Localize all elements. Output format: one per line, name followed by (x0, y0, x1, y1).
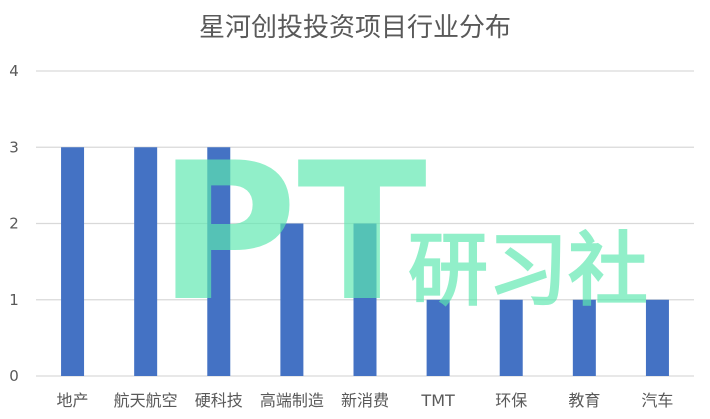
bar-0 (61, 147, 85, 376)
y-tick-label-1: 1 (9, 291, 19, 309)
bars (61, 147, 669, 376)
watermark: PT 研习社 (158, 122, 648, 343)
y-tick-label-4: 4 (9, 62, 19, 80)
bar-4 (353, 223, 377, 376)
bar-5 (426, 299, 450, 376)
chart-title: 星河创投投资项目行业分布 (199, 13, 511, 43)
y-tick-label-3: 3 (9, 138, 19, 156)
x-category-label-3: 高端制造 (260, 391, 324, 410)
bar-7 (572, 299, 596, 376)
watermark-logo-chars: 研习社 (408, 224, 648, 317)
x-category-label-2: 硬科技 (195, 391, 243, 410)
x-category-label-1: 航天航空 (114, 391, 178, 410)
x-category-label-0: 地产 (57, 391, 89, 410)
x-category-label-8: 汽车 (641, 391, 673, 410)
bar-1 (134, 147, 158, 376)
bar-2 (207, 147, 231, 376)
y-tick-label-0: 0 (9, 367, 19, 385)
bar-8 (645, 299, 669, 376)
bar-3 (280, 223, 304, 376)
x-axis-category-labels: 地产 航天航空 硬科技 高端制造 新消费 TMT 环保 教育 汽车 (57, 391, 674, 410)
x-category-label-5: TMT (420, 391, 455, 410)
watermark-logo-letters: PT (158, 122, 427, 343)
y-axis-tick-labels: 0 1 2 3 4 (9, 62, 19, 385)
bar-6 (499, 299, 523, 376)
x-category-label-7: 教育 (568, 391, 600, 410)
x-category-label-6: 环保 (495, 391, 527, 410)
y-tick-label-2: 2 (9, 215, 19, 233)
x-category-label-4: 新消费 (341, 391, 389, 410)
